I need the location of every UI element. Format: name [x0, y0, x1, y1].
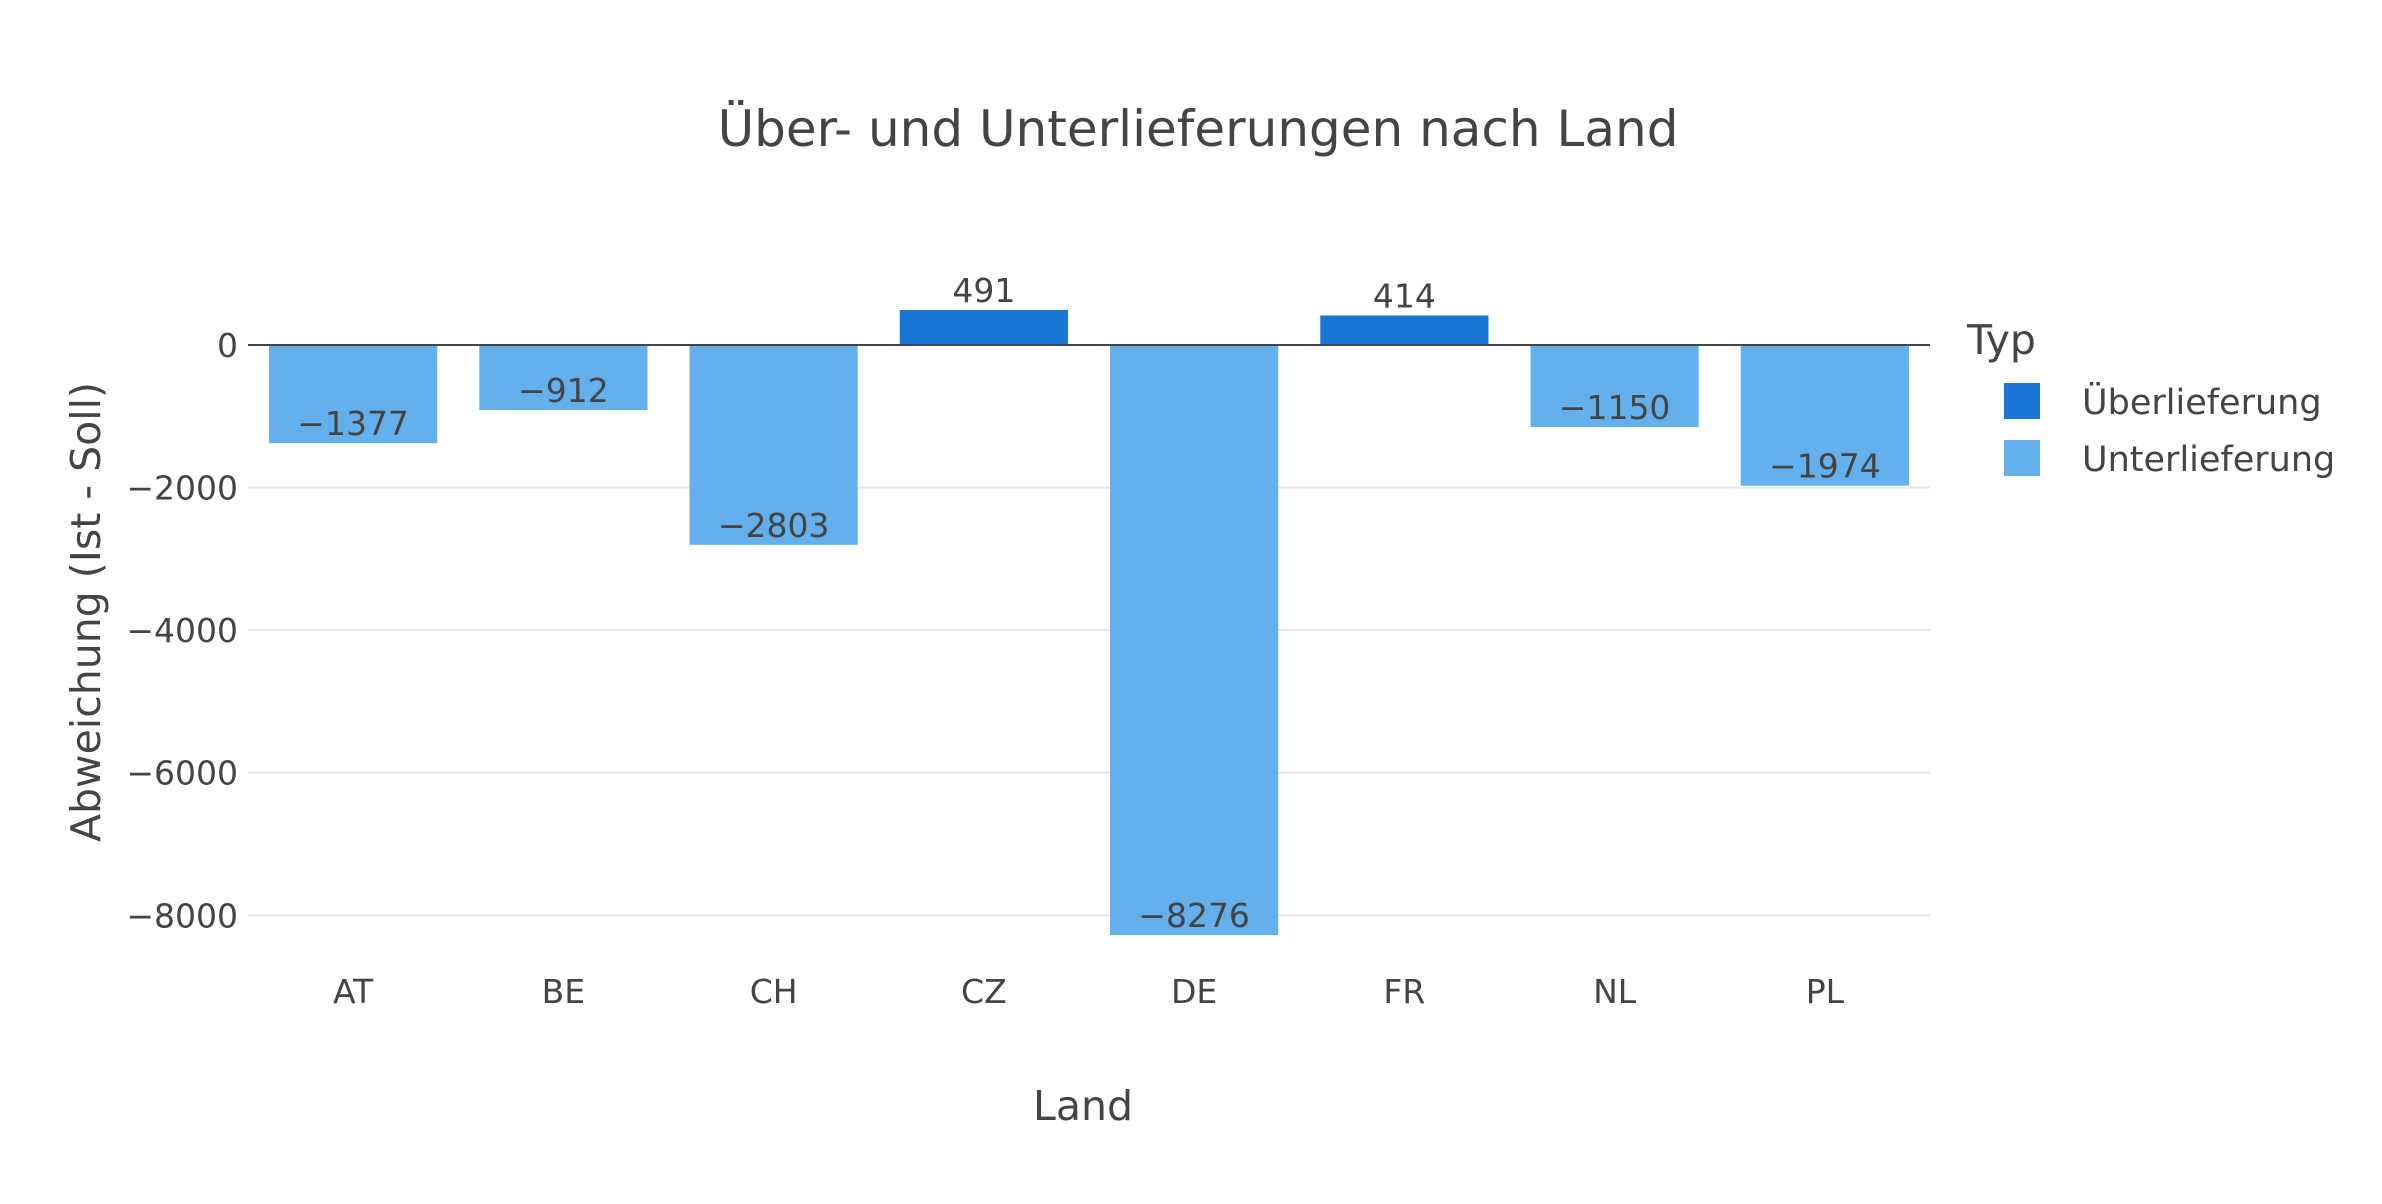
data-label-pl: −1974	[1769, 447, 1881, 486]
x-tick-label-nl: NL	[1593, 972, 1637, 1011]
y-tick-label: −6000	[126, 754, 238, 793]
legend-swatch-unterlieferung	[2004, 440, 2040, 476]
chart-title: Über- und Unterlieferungen nach Land	[718, 100, 1679, 158]
bar-nl[interactable]	[1530, 345, 1699, 427]
legend-label-unterlieferung: Unterlieferung	[2082, 440, 2335, 480]
bar-pl[interactable]	[1740, 345, 1909, 486]
y-tick-label: −8000	[126, 896, 238, 935]
y-axis-ticks: 0 −2000 −4000 −6000 −8000	[126, 326, 238, 935]
bar-at[interactable]	[269, 345, 438, 444]
legend-label-ueberlieferung: Überlieferung	[2082, 381, 2322, 423]
x-tick-label-ch: CH	[750, 972, 798, 1011]
x-axis-title: Land	[1033, 1082, 1133, 1130]
data-label-be: −912	[518, 371, 609, 410]
bar-be[interactable]	[479, 345, 648, 411]
x-tick-label-at: AT	[333, 972, 374, 1011]
y-tick-label: −4000	[126, 611, 238, 650]
data-label-de: −8276	[1138, 896, 1250, 935]
x-tick-label-be: BE	[542, 972, 586, 1011]
y-tick-label: −2000	[126, 469, 238, 508]
x-tick-label-cz: CZ	[961, 972, 1007, 1011]
data-labels: −1377 −912 −2803 491 −8276 414 −1150 −1974	[297, 271, 1880, 935]
data-label-fr: 414	[1373, 276, 1436, 315]
data-label-nl: −1150	[1559, 388, 1671, 427]
legend-swatch-ueberlieferung	[2004, 383, 2040, 419]
y-tick-label: 0	[217, 326, 238, 365]
data-label-cz: 491	[952, 271, 1015, 310]
bar-fr[interactable]	[1320, 315, 1489, 346]
legend: Typ Überlieferung Unterlieferung	[1966, 316, 2335, 480]
x-tick-label-pl: PL	[1806, 972, 1845, 1011]
bar-de[interactable]	[1110, 345, 1279, 935]
bar-cz[interactable]	[899, 310, 1068, 346]
data-label-ch: −2803	[718, 506, 830, 545]
legend-item-ueberlieferung[interactable]: Überlieferung	[2004, 381, 2322, 423]
data-label-at: −1377	[297, 404, 409, 443]
legend-item-unterlieferung[interactable]: Unterlieferung	[2004, 440, 2335, 480]
x-tick-label-de: DE	[1171, 972, 1217, 1011]
bars	[269, 310, 1909, 935]
x-axis-ticks: AT BE CH CZ DE FR NL PL	[333, 972, 1845, 1011]
legend-title: Typ	[1966, 316, 2036, 364]
x-tick-label-fr: FR	[1383, 972, 1425, 1011]
gridlines	[248, 486, 1930, 917]
bar-ch[interactable]	[689, 345, 858, 545]
y-axis-title: Abweichung (Ist - Soll)	[62, 382, 110, 842]
